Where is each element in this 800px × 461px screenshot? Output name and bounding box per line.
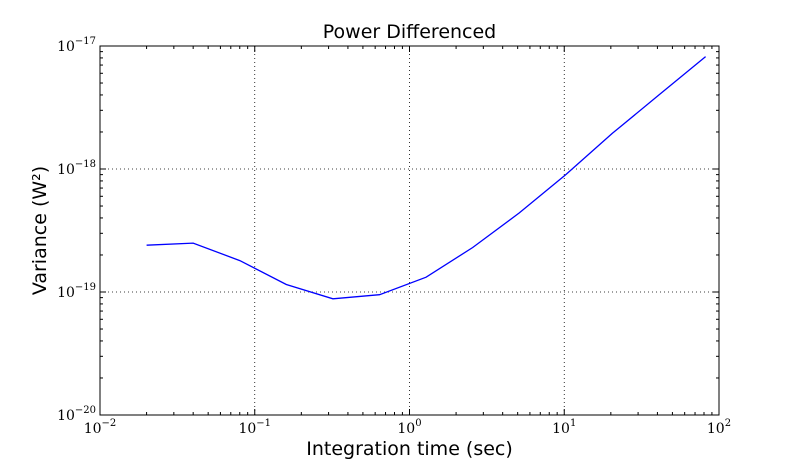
tick-labels: 10−2 10−1 100 101 102 10−20 10−19 10−18 10−17	[57, 36, 731, 437]
series-layer	[146, 56, 707, 300]
ticks	[99, 45, 720, 416]
x-tick-label: 102	[707, 418, 731, 437]
grid	[100, 46, 719, 415]
y-axis-label: Variance (W²)	[29, 166, 51, 295]
y-tick-label: 10−19	[57, 282, 96, 301]
y-tick-label: 10−20	[57, 405, 96, 424]
x-axis-label: Integration time (sec)	[306, 438, 513, 460]
x-tick-label: 101	[552, 418, 576, 437]
y-tick-label: 10−17	[57, 36, 96, 55]
series-line	[146, 56, 707, 300]
x-tick-label: 100	[397, 418, 421, 437]
y-tick-label: 10−18	[57, 159, 96, 178]
x-tick-label: 10−1	[238, 418, 271, 437]
x-tick-label: 10−2	[84, 418, 117, 437]
chart-title: Power Differenced	[323, 21, 497, 43]
